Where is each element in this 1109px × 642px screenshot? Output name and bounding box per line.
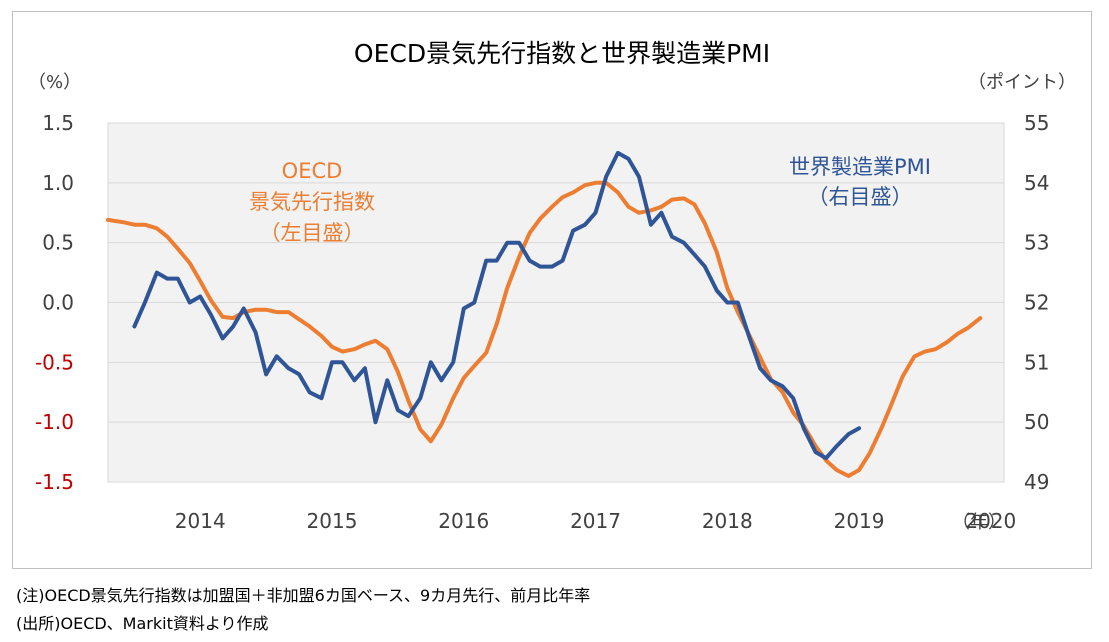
x-tick-label: 2014 — [175, 509, 226, 533]
x-tick-label: 2020 — [965, 509, 1016, 533]
left-tick-label: -1.5 — [35, 470, 74, 494]
series-label-1: （右目盛） — [808, 185, 913, 209]
right-tick-label: 53 — [1024, 231, 1049, 255]
x-tick-label: 2016 — [438, 509, 489, 533]
right-tick-label: 51 — [1024, 350, 1049, 374]
x-axis-unit: （年） — [952, 512, 1006, 533]
footnote-note: (注)OECD景気先行指数は加盟国＋非加盟6カ国ベース、9カ月先行、前月比年率 — [16, 586, 591, 605]
left-tick-label: 0.0 — [42, 291, 74, 315]
left-tick-label: 1.0 — [42, 171, 74, 195]
right-axis-unit: （ポイント） — [968, 72, 1076, 93]
left-axis-ticks: 1.5 1.0 0.5 0.0 -0.5 -1.0 -1.5 — [35, 111, 74, 494]
chart-title: OECD景気先行指数と世界製造業PMI — [354, 39, 770, 68]
series-line-0 — [106, 180, 983, 478]
left-tick-label: 1.5 — [42, 111, 74, 135]
gridlines — [108, 122, 1004, 483]
left-tick-label: -1.0 — [35, 410, 74, 434]
left-tick-label: -0.5 — [35, 350, 74, 374]
series-label-1: 世界製造業PMI — [789, 155, 931, 179]
series-labels: OECD 景気先行指数 （左目盛） 世界製造業PMI （右目盛） — [249, 155, 931, 245]
x-tick-label: 2015 — [307, 509, 358, 533]
left-tick-label: 0.5 — [42, 231, 74, 255]
series-label-0: OECD — [282, 159, 343, 183]
left-axis-unit: （%） — [28, 72, 81, 93]
x-tick-label: 2018 — [702, 509, 753, 533]
right-tick-label: 54 — [1024, 171, 1049, 195]
x-tick-label: 2017 — [570, 509, 621, 533]
x-tick-label: 2019 — [834, 509, 885, 533]
series-label-0: （左目盛） — [260, 221, 365, 245]
right-axis-ticks: 55 54 53 52 51 50 49 — [1024, 111, 1049, 494]
right-tick-label: 50 — [1024, 410, 1049, 434]
right-tick-label: 52 — [1024, 291, 1049, 315]
series-lines — [106, 150, 983, 478]
right-tick-label: 55 — [1024, 111, 1049, 135]
series-line-1 — [132, 150, 862, 461]
footnote-source: (出所)OECD、Markit資料より作成 — [16, 614, 269, 633]
series-label-0: 景気先行指数 — [249, 190, 375, 214]
x-axis-ticks: 2014 2015 2016 2017 2018 2019 2020 — [175, 509, 1016, 533]
right-tick-label: 49 — [1024, 470, 1049, 494]
